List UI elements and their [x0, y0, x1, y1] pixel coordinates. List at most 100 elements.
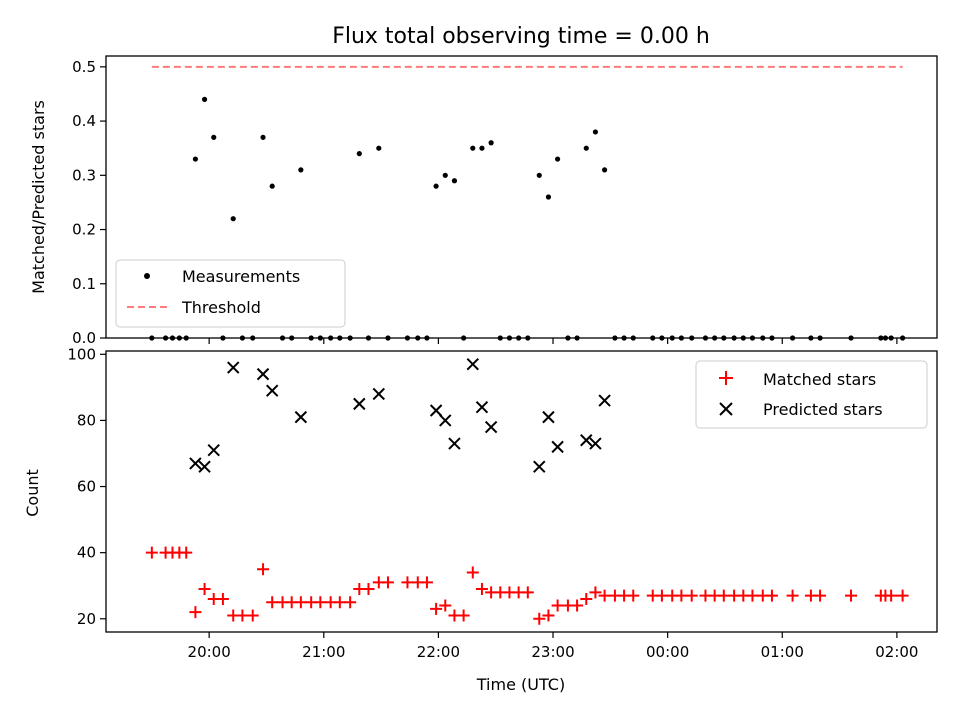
matched-stars-point — [765, 589, 778, 602]
bottom-x-ticks: 20:00 21:00 22:00 23:00 00:00 01:00 02:00 — [188, 632, 918, 661]
matched-stars-point — [627, 589, 640, 602]
bottom-legend: Matched stars Predicted stars — [695, 360, 928, 429]
matched-stars-point — [257, 563, 270, 576]
top-plot-frame — [105, 55, 938, 339]
matched-stars-point — [236, 609, 249, 622]
y-tick-label: 40 — [77, 544, 96, 562]
top-y-axis-label: Matched/Predicted stars — [29, 100, 48, 294]
matched-stars-point — [533, 612, 546, 625]
measurement-point — [230, 216, 236, 222]
matched-stars-point — [685, 589, 698, 602]
matched-stars-point — [580, 592, 593, 605]
matched-stars-point — [466, 566, 479, 579]
bottom-y-axis-label: Count — [23, 469, 42, 517]
x-tick-label: 01:00 — [761, 643, 804, 661]
matched-stars-point — [189, 606, 202, 619]
matched-stars-point — [542, 609, 555, 622]
y-tick-label: 0.1 — [72, 275, 96, 293]
matched-stars-point — [896, 589, 909, 602]
predicted-stars-point — [580, 434, 593, 447]
matched-stars-point — [845, 589, 858, 602]
predicted-stars-point — [372, 387, 386, 401]
measurement-point — [479, 145, 485, 151]
y-tick-label: 0.4 — [72, 112, 96, 130]
measurement-point — [376, 145, 382, 151]
matched-stars-point — [216, 592, 229, 605]
x-axis-label: Time (UTC) — [476, 675, 565, 694]
bottom-panel: 20 40 60 80 100 20:00 21:00 22:00 23:00 00:00 01:… — [23, 345, 938, 694]
matched-stars-point — [314, 596, 327, 609]
predicted-stars-point — [475, 400, 489, 414]
matched-stars-point — [420, 576, 433, 589]
matched-stars-point — [180, 546, 193, 559]
predicted-stars-point — [353, 397, 366, 411]
measurement-point — [442, 172, 448, 178]
bottom-y-ticks: 20 40 60 80 100 — [67, 345, 106, 628]
predicted-stars-point — [439, 414, 452, 427]
top-marks — [149, 65, 906, 341]
predicted-stars-point — [256, 367, 270, 381]
measurement-point — [269, 183, 275, 189]
matched-stars-point — [145, 546, 158, 559]
measurement-point — [583, 145, 589, 151]
y-tick-label: 0.5 — [72, 58, 96, 76]
matched-stars-point — [885, 589, 898, 602]
bottom-plot-frame — [105, 350, 938, 633]
measurement-point — [592, 129, 599, 135]
matched-stars-point — [344, 596, 357, 609]
matched-stars-point — [381, 576, 394, 589]
top-legend: Measurements Threshold — [115, 259, 346, 328]
matched-stars-point — [746, 589, 759, 602]
measurement-point — [192, 156, 199, 162]
measurement-point — [211, 134, 217, 140]
predicted-stars-point — [542, 410, 555, 424]
matched-stars-point — [266, 596, 279, 609]
predicted-stars-point — [207, 443, 220, 457]
x-tick-label: 00:00 — [646, 643, 689, 661]
y-tick-label: 0.2 — [72, 221, 96, 239]
chart-title: Flux total observing time = 0.00 h — [332, 24, 710, 49]
predicted-stars-point — [484, 420, 498, 434]
predicted-stars-point — [429, 404, 443, 417]
matched-stars-point — [551, 599, 564, 612]
matched-stars-point — [717, 589, 730, 602]
predicted-stars-point — [227, 361, 240, 374]
predicted-stars-point — [551, 440, 564, 454]
matched-stars-point — [589, 586, 602, 599]
y-tick-label: 0.3 — [72, 166, 96, 184]
predicted-stars-point — [533, 460, 546, 473]
y-tick-label: 20 — [77, 610, 96, 628]
matched-stars-point — [362, 583, 375, 596]
measurement-point — [470, 145, 476, 151]
legend-matched-marker — [719, 371, 733, 385]
predicted-stars-point — [265, 384, 279, 397]
x-tick-label: 02:00 — [875, 643, 918, 661]
matched-stars-point — [401, 576, 414, 589]
matched-stars-point — [786, 589, 799, 602]
predicted-stars-point — [598, 394, 611, 407]
legend-measurements-label: Measurements — [182, 267, 300, 286]
bottom-legend-box — [695, 360, 928, 429]
measurement-point — [356, 151, 362, 157]
legend-predicted-label: Predicted stars — [763, 400, 883, 419]
predicted-stars-point — [189, 457, 202, 470]
matched-stars-point — [430, 602, 443, 615]
matched-stars-point — [655, 589, 668, 602]
x-tick-label: 22:00 — [417, 643, 460, 661]
predicted-stars-point — [198, 460, 211, 473]
measurement-point — [298, 167, 304, 173]
predicted-stars-point — [294, 410, 308, 424]
matched-stars-point — [814, 589, 827, 602]
top-y-ticks: 0.0 0.1 0.2 0.3 0.4 0.5 — [72, 58, 106, 347]
matched-stars-point — [675, 589, 688, 602]
legend-predicted-marker — [719, 402, 733, 416]
measurement-point — [451, 178, 458, 184]
y-tick-label: 100 — [67, 345, 96, 363]
matched-stars-point — [598, 589, 611, 602]
matched-stars-point — [475, 583, 488, 596]
legend-measurements-marker — [144, 273, 150, 279]
predicted-stars-point — [466, 358, 479, 371]
matched-stars-point — [521, 586, 534, 599]
matched-stars-point — [571, 599, 584, 612]
